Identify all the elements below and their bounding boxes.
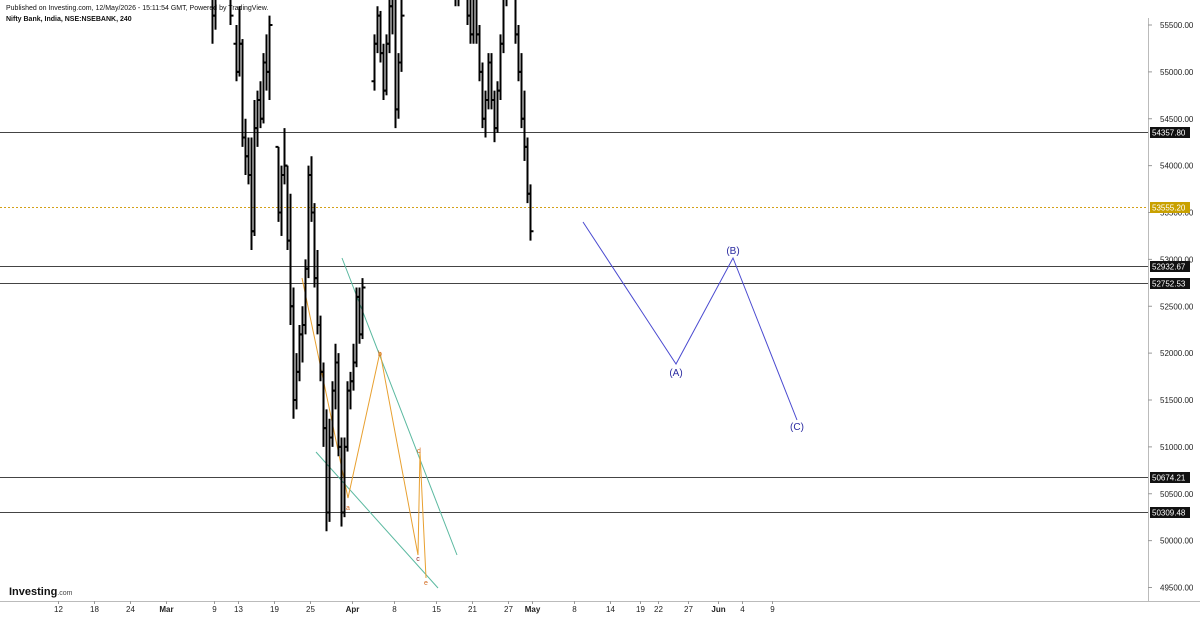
time-axis: 12 18 24 Mar 9 13 19 25 Apr 8 15 21 27 May 8 14 19 22 27 Ju… — [0, 601, 1200, 614]
x-tick-label: 19 — [636, 605, 645, 614]
x-tick-label: 8 — [572, 605, 577, 614]
wave-label: a — [346, 505, 350, 512]
wave-label: d — [417, 448, 421, 455]
wave-label: (B) — [726, 246, 739, 257]
channel-lower-line — [315, 451, 439, 589]
investing-logo: Investing.com — [9, 586, 72, 598]
wave-label: e — [424, 580, 428, 587]
x-tick-label: 9 — [770, 605, 775, 614]
x-tick-label: 13 — [234, 605, 243, 614]
x-tick-label: Jun — [711, 605, 725, 614]
ohlc-bars — [211, 0, 534, 532]
y-tick-label: 49500.00 — [1160, 584, 1194, 593]
horizontal-levels — [0, 132, 1148, 513]
level-label: 50674.21 — [1152, 474, 1186, 483]
level-label-box — [1150, 202, 1190, 213]
ohlc-bar — [359, 278, 366, 340]
level-label-box — [1150, 278, 1190, 289]
x-tick-label: 24 — [126, 605, 135, 614]
y-tick-label: 50000.00 — [1160, 537, 1194, 546]
level-label-box — [1150, 261, 1190, 272]
y-tick-label: 51000.00 — [1160, 443, 1194, 452]
channel-upper-line — [341, 257, 458, 556]
x-tick-label: 4 — [740, 605, 745, 614]
level-label-box — [1150, 507, 1190, 518]
level-label: 50309.48 — [1152, 509, 1186, 518]
level-label: 54357.80 — [1152, 129, 1186, 138]
y-tick-label: 54500.00 — [1160, 115, 1194, 124]
ohlc-bar — [212, 0, 217, 30]
x-tick-label: 14 — [606, 605, 615, 614]
level-label: 52752.53 — [1152, 280, 1186, 289]
level-label: 53555.20 — [1152, 204, 1186, 213]
wave-label: (A) — [669, 368, 682, 379]
level-label: 52932.67 — [1152, 263, 1186, 272]
x-tick-label: Mar — [159, 605, 173, 614]
chart-header: Published on Investing.com, 12/May/2026 … — [6, 3, 268, 25]
ohlc-bar — [527, 184, 534, 241]
y-tick-label: 55500.00 — [1160, 21, 1194, 30]
abc-wave-path — [582, 221, 798, 421]
trend-lines — [301, 221, 798, 589]
y-tick-label: 51500.00 — [1160, 396, 1194, 405]
x-tick-label: 12 — [54, 605, 63, 614]
ohlc-bar — [398, 0, 405, 72]
x-tick-label: 27 — [504, 605, 513, 614]
logo-suffix: .com — [57, 590, 73, 597]
ohlc-bar — [470, 0, 475, 44]
logo-name: Investing — [9, 586, 58, 598]
x-tick-label: May — [525, 605, 541, 614]
level-label-box — [1150, 127, 1190, 138]
ohlc-bar — [229, 0, 234, 25]
x-tick-label: Apr — [346, 605, 360, 614]
ohlc-bar — [266, 15, 273, 100]
x-tick-label: 25 — [306, 605, 315, 614]
y-tick-label: 52000.00 — [1160, 349, 1194, 358]
published-line: Published on Investing.com, 12/May/2026 … — [6, 5, 269, 12]
x-tick-label: 9 — [212, 605, 217, 614]
y-tick-label: 54000.00 — [1160, 162, 1194, 171]
level-label-box — [1150, 472, 1190, 483]
y-tick-label: 50500.00 — [1160, 490, 1194, 499]
ohlc-bar — [500, 0, 505, 54]
level-labels: 56389.2556232.4754357.8053555.2052932.67… — [1150, 127, 1190, 518]
wave-label: (C) — [790, 422, 804, 433]
symbol-title: Nifty Bank, India, NSE:NSEBANK, 240 — [6, 16, 132, 23]
x-tick-label: 22 — [654, 605, 663, 614]
x-tick-label: 21 — [468, 605, 477, 614]
y-tick-label: 53000.00 — [1160, 255, 1194, 264]
x-tick-label: 15 — [432, 605, 441, 614]
wave-label: c — [416, 556, 420, 563]
wave-annotations: (A) (B) (C) a b c d e — [346, 246, 804, 587]
x-tick-label: 18 — [90, 605, 99, 614]
y-tick-label: 52500.00 — [1160, 302, 1194, 311]
x-tick-label: 27 — [684, 605, 693, 614]
orange-wave-path — [301, 277, 427, 579]
price-axis: 49500.00 50000.00 50500.00 51000.00 51500.00… — [1148, 18, 1194, 601]
wave-label: b — [378, 351, 382, 358]
ohlc-bar — [389, 0, 394, 35]
y-tick-label: 55000.00 — [1160, 68, 1194, 77]
x-tick-label: 8 — [392, 605, 397, 614]
x-tick-label: 19 — [270, 605, 279, 614]
